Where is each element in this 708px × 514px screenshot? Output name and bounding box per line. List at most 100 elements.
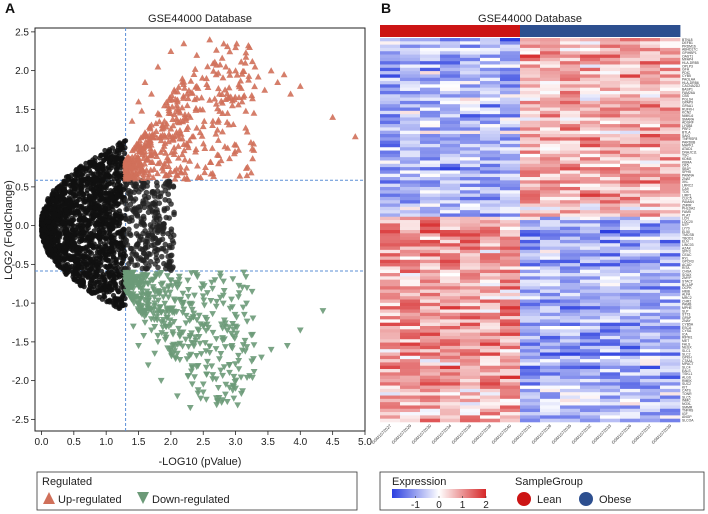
heatmap-cell bbox=[600, 186, 621, 191]
heatmap-cell bbox=[480, 200, 501, 204]
group-bar-segment bbox=[480, 25, 501, 37]
heatmap-cell bbox=[640, 279, 661, 284]
nonsignificant-point bbox=[112, 149, 118, 155]
heatmap-cell bbox=[640, 51, 661, 55]
nonsignificant-point bbox=[70, 210, 77, 216]
heatmap-cell bbox=[420, 382, 441, 386]
heatmap-cell bbox=[520, 382, 541, 386]
heatmap-cell bbox=[460, 302, 481, 307]
heatmap-cell bbox=[380, 253, 401, 257]
heatmap-cell bbox=[380, 402, 401, 406]
heatmap-cell bbox=[580, 342, 601, 347]
heatmap-cell bbox=[440, 61, 461, 65]
nonsignificant-point bbox=[94, 166, 101, 172]
heatmap-cell bbox=[620, 170, 641, 175]
heatmap-cell bbox=[660, 378, 681, 383]
heatmap-cell bbox=[540, 120, 561, 125]
heatmap-cell bbox=[540, 124, 561, 128]
heatmap-cell bbox=[540, 127, 561, 131]
heatmap-cell bbox=[380, 153, 401, 158]
heatmap-cell bbox=[660, 335, 681, 340]
heatmap-cell bbox=[480, 220, 501, 224]
heatmap-cell bbox=[480, 412, 501, 416]
heatmap-cell bbox=[400, 120, 421, 125]
heatmap-cell bbox=[600, 127, 621, 131]
heatmap-cell bbox=[600, 372, 621, 376]
heatmap-cell bbox=[380, 94, 401, 98]
heatmap-cell bbox=[540, 94, 561, 98]
heatmap-cell bbox=[440, 322, 461, 327]
heatmap-cell bbox=[440, 173, 461, 178]
heatmap-cell bbox=[500, 130, 521, 135]
heatmap-cell bbox=[620, 100, 641, 105]
nonsignificant-point bbox=[110, 292, 117, 299]
heatmap-cell bbox=[540, 405, 561, 410]
heatmap-cell bbox=[640, 140, 661, 145]
nonsignificant-point bbox=[120, 293, 126, 300]
heatmap-cell bbox=[460, 94, 481, 98]
heatmap-cell bbox=[440, 309, 461, 314]
heatmap-cell bbox=[460, 276, 481, 280]
heatmap-cell bbox=[460, 249, 481, 254]
heatmap-cell bbox=[640, 388, 661, 393]
heatmap-cell bbox=[540, 38, 561, 42]
heatmap-cell bbox=[520, 355, 541, 360]
heatmap-cell bbox=[540, 147, 561, 151]
heatmap-cell bbox=[440, 359, 461, 363]
nonsignificant-point bbox=[44, 238, 50, 245]
heatmap-cell bbox=[600, 398, 621, 403]
heatmap-cell bbox=[540, 276, 561, 280]
heatmap-cell bbox=[520, 352, 541, 357]
heatmap-cell bbox=[600, 299, 621, 304]
nonsignificant-point bbox=[90, 209, 96, 215]
heatmap-cell bbox=[460, 114, 481, 118]
heatmap-cell bbox=[640, 160, 661, 165]
heatmap-cell bbox=[580, 223, 601, 227]
heatmap-cell bbox=[400, 316, 421, 320]
heatmap-cell bbox=[540, 378, 561, 383]
heatmap-cell bbox=[420, 57, 441, 62]
heatmap-cell bbox=[580, 276, 601, 280]
heatmap-cell bbox=[440, 388, 461, 393]
heatmap-cell bbox=[480, 47, 501, 52]
heatmap-cell bbox=[400, 160, 421, 165]
nonsignificant-point bbox=[71, 185, 77, 191]
heatmap-cell bbox=[560, 362, 581, 367]
heatmap-cell bbox=[620, 183, 641, 188]
heatmap-cell bbox=[380, 372, 401, 376]
heatmap-cell bbox=[520, 54, 541, 59]
heatmap-cell bbox=[380, 349, 401, 353]
heatmap-cell bbox=[600, 378, 621, 383]
nonsignificant-point bbox=[64, 217, 70, 223]
heatmap-cell bbox=[500, 342, 521, 347]
heatmap-cell bbox=[420, 114, 441, 118]
heatmap-cell bbox=[460, 246, 481, 251]
heatmap-cell bbox=[380, 163, 401, 168]
heatmap-cell bbox=[520, 418, 541, 423]
heatmap-cell bbox=[560, 206, 581, 211]
heatmap-cell bbox=[600, 263, 621, 267]
heatmap-cell bbox=[620, 107, 641, 112]
volcano-legend-title: Regulated bbox=[42, 476, 92, 488]
nonsignificant-point bbox=[108, 235, 115, 241]
heatmap-cell bbox=[400, 299, 421, 304]
heatmap-cell bbox=[520, 286, 541, 290]
heatmap-cell bbox=[540, 74, 561, 79]
heatmap-cell bbox=[560, 220, 581, 224]
group-bar-segment bbox=[560, 25, 581, 37]
heatmap-cell bbox=[520, 220, 541, 224]
heatmap-cell bbox=[500, 74, 521, 79]
heatmap-cell bbox=[540, 279, 561, 284]
heatmap-cell bbox=[480, 408, 501, 413]
heatmap-cell bbox=[640, 150, 661, 155]
heatmap-cell bbox=[400, 44, 421, 49]
heatmap-cell bbox=[620, 253, 641, 257]
heatmap-cell bbox=[620, 94, 641, 98]
heatmap-cell bbox=[580, 249, 601, 254]
heatmap-cell bbox=[660, 339, 681, 343]
nonsignificant-point bbox=[86, 287, 92, 293]
heatmap-cell bbox=[600, 382, 621, 386]
heatmap-cell bbox=[540, 90, 561, 95]
heatmap-cell bbox=[380, 180, 401, 184]
